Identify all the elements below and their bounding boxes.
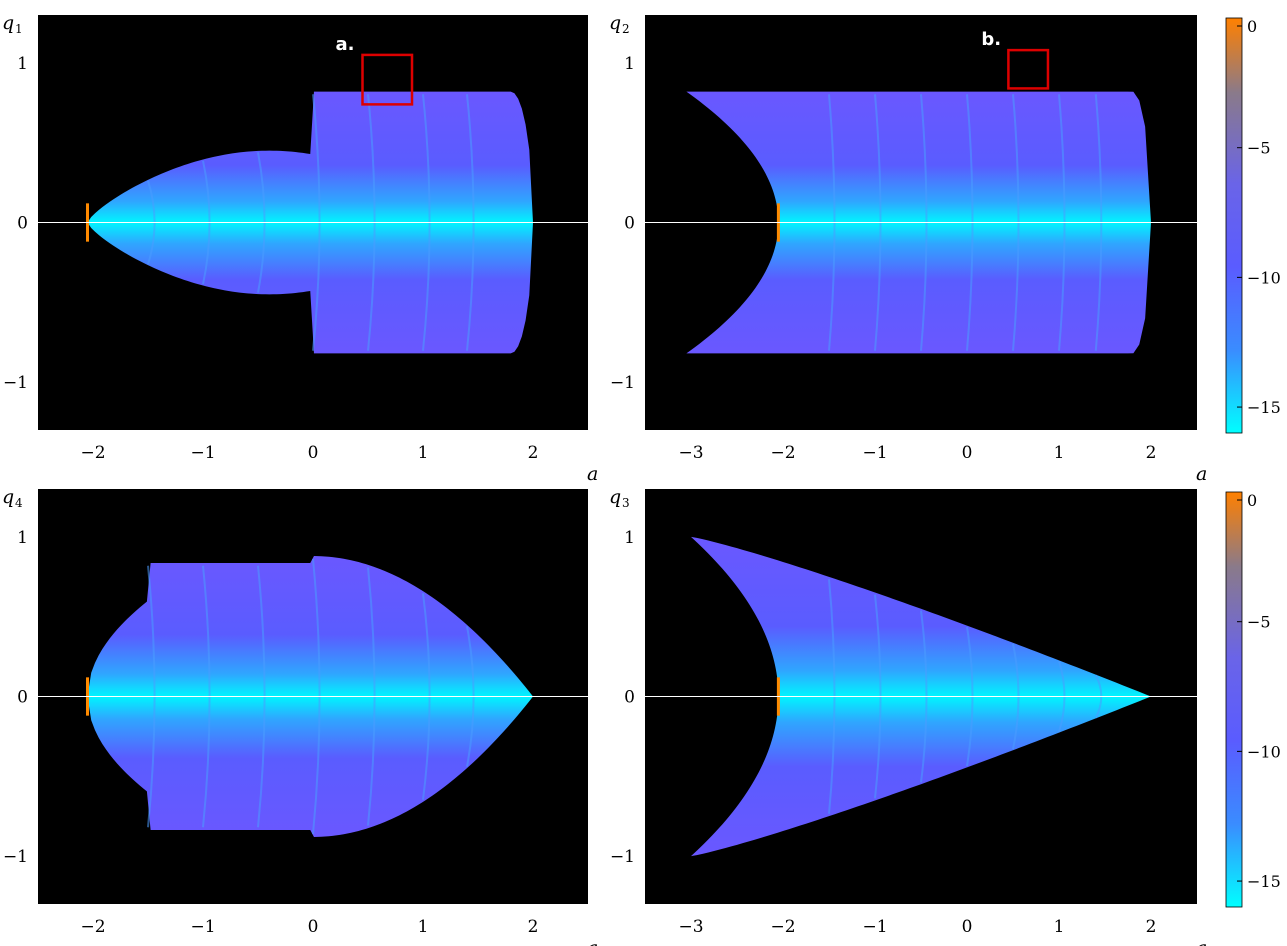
y-axis-label-sub: 3 (622, 496, 630, 510)
colorbar-tick-label: −15 (1247, 872, 1281, 891)
y-tick-label: −1 (610, 847, 635, 867)
colorbar-tick-label: 0 (1247, 17, 1257, 36)
colorbar-tick-label: −5 (1247, 139, 1271, 158)
y-tick-label: 1 (624, 528, 635, 548)
y-axis-label-sub: 2 (622, 22, 630, 36)
x-tick-label: 2 (1146, 443, 1157, 463)
y-tick-label: 1 (17, 528, 28, 548)
y-axis-label: q (2, 12, 14, 34)
x-tick-label: −3 (678, 917, 703, 937)
x-tick-label: −1 (862, 443, 887, 463)
y-tick-label: 1 (624, 54, 635, 74)
x-tick-label: −2 (80, 443, 105, 463)
x-tick-label: −2 (770, 917, 795, 937)
y-axis-label: q (609, 12, 621, 34)
x-tick-label: 1 (1054, 917, 1065, 937)
x-axis-label: a (587, 937, 598, 946)
colorbar-gradient (1225, 491, 1243, 908)
annotation-box (361, 53, 414, 106)
x-tick-label: −2 (770, 443, 795, 463)
x-axis-label: a (1196, 463, 1207, 485)
colorbar-tick-label: −10 (1247, 268, 1281, 287)
x-tick-label: 2 (528, 917, 539, 937)
y-tick-label: 0 (17, 214, 28, 234)
colorbar-tick-label: −15 (1247, 398, 1281, 417)
x-tick-label: 0 (308, 917, 319, 937)
x-tick-label: −1 (862, 917, 887, 937)
x-tick-label: 0 (962, 443, 973, 463)
colorbar-tick-label: −5 (1247, 613, 1271, 632)
y-tick-label: −1 (610, 373, 635, 393)
colorbar-tick-label: 0 (1247, 491, 1257, 510)
colorbar-top: 0 −5 −10 −15 (1225, 17, 1281, 434)
x-tick-label: −2 (80, 917, 105, 937)
y-tick-label: −1 (3, 847, 28, 867)
y-axis-label-sub: 4 (15, 496, 23, 510)
y-tick-label: 0 (17, 688, 28, 708)
x-tick-label: 1 (418, 917, 429, 937)
x-tick-label: 1 (1054, 443, 1065, 463)
x-tick-label: 0 (308, 443, 319, 463)
x-tick-label: 1 (418, 443, 429, 463)
y-axis-label-sub: 1 (15, 22, 23, 36)
annotation-label: b. (981, 29, 1001, 50)
y-axis-label: q (2, 486, 14, 508)
x-tick-label: −3 (678, 443, 703, 463)
y-tick-label: 1 (17, 54, 28, 74)
colorbar-gradient (1225, 17, 1243, 434)
y-tick-label: −1 (3, 373, 28, 393)
y-tick-label: 0 (624, 688, 635, 708)
x-tick-label: 0 (962, 917, 973, 937)
x-axis-label: a (587, 463, 598, 485)
x-tick-label: −1 (190, 917, 215, 937)
y-tick-label: 0 (624, 214, 635, 234)
x-tick-label: 2 (1146, 917, 1157, 937)
colorbar-bottom: 0 −5 −10 −15 (1225, 491, 1281, 908)
x-axis-label: a (1196, 937, 1207, 946)
x-tick-label: −1 (190, 443, 215, 463)
colorbar-tick-label: −10 (1247, 742, 1281, 761)
annotation-label: a. (336, 34, 355, 55)
y-axis-label: q (609, 486, 621, 508)
x-tick-label: 2 (528, 443, 539, 463)
annotation-box (1007, 48, 1050, 90)
